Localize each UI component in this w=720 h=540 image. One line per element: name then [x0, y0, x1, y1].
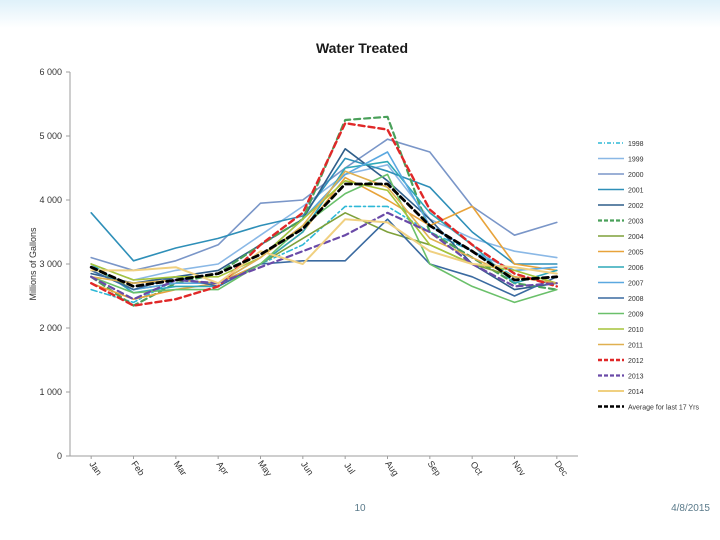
- x-tick-label-oct: Oct: [469, 460, 486, 478]
- legend-label: 2013: [628, 374, 644, 381]
- legend-label: 2006: [628, 265, 644, 272]
- slide-number: 10: [354, 503, 366, 514]
- legend-label: 2000: [628, 172, 644, 179]
- legend-label: 1999: [628, 157, 644, 164]
- legend-label: 2009: [628, 312, 644, 319]
- series-line-2008: [90, 218, 558, 297]
- y-tick-label: 1 000: [39, 387, 62, 397]
- series-line-average-for-last-17-yrs: [89, 182, 559, 288]
- legend-label: 2012: [628, 358, 644, 365]
- y-tick-label: 4 000: [39, 195, 62, 205]
- x-tick-label-sep: Sep: [426, 459, 443, 478]
- legend-label: 2004: [628, 234, 644, 241]
- y-tick-label: 0: [57, 451, 62, 461]
- series-line-2001: [90, 157, 558, 265]
- x-tick-label-may: May: [256, 458, 274, 478]
- legend-label: 2008: [628, 296, 644, 303]
- legend-label: 2014: [628, 389, 644, 396]
- legend-label: 2010: [628, 327, 644, 334]
- series-line-2014: [90, 218, 558, 285]
- legend-label: 2003: [628, 219, 644, 226]
- x-tick-label-apr: Apr: [215, 460, 231, 477]
- y-tick-label: 5 000: [39, 131, 62, 141]
- y-tick-label: 2 000: [39, 323, 62, 333]
- x-tick-label-jan: Jan: [87, 459, 104, 477]
- series-line-2012: [89, 121, 558, 307]
- y-axis-label: Millions of Gallons: [28, 227, 38, 301]
- y-tick-label: 3 000: [39, 259, 62, 269]
- y-tick-label: 6 000: [39, 67, 62, 77]
- legend-label: Average for last 17 Yrs: [628, 405, 699, 412]
- legend-label: 2001: [628, 188, 644, 195]
- x-tick-label-nov: Nov: [510, 459, 528, 478]
- slide-date: 4/8/2015: [671, 503, 710, 514]
- series-line-2009: [90, 173, 558, 304]
- x-tick-label-feb: Feb: [129, 459, 146, 477]
- x-tick-label-jul: Jul: [342, 461, 357, 476]
- legend-label: 2011: [628, 343, 643, 350]
- x-tick-label-mar: Mar: [172, 459, 189, 477]
- slide-header-band: [0, 0, 720, 28]
- series-line-2013: [90, 211, 558, 301]
- chart-title: Water Treated: [316, 40, 408, 56]
- legend-label: 1998: [628, 141, 644, 148]
- legend-label: 2002: [628, 203, 644, 210]
- x-tick-label-dec: Dec: [553, 459, 571, 478]
- x-tick-label-aug: Aug: [383, 459, 400, 478]
- legend-label: 2007: [628, 281, 644, 288]
- legend-label: 2005: [628, 250, 644, 257]
- x-tick-label-jun: Jun: [299, 459, 316, 477]
- series-line-1999: [90, 164, 558, 281]
